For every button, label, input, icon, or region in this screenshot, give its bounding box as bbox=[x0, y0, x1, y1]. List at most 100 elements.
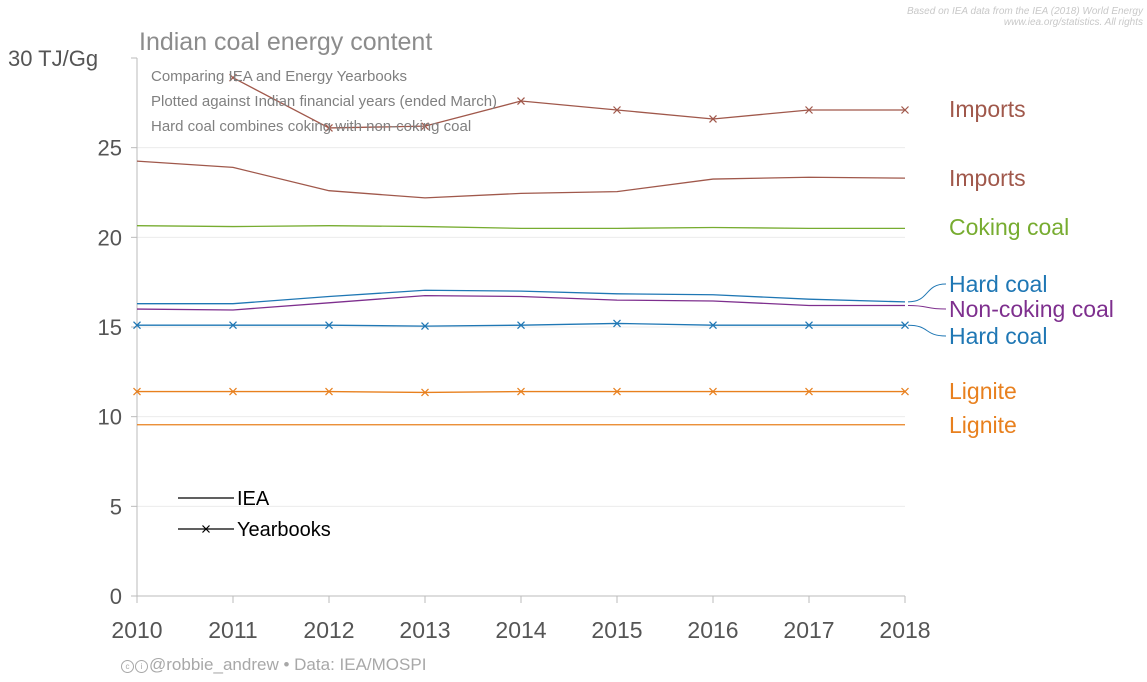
marker-stroke bbox=[421, 122, 429, 131]
data-point-marker bbox=[517, 387, 525, 396]
y-tick-label: 15 bbox=[98, 315, 122, 340]
marker-stroke bbox=[709, 387, 717, 396]
grid bbox=[137, 147, 905, 507]
source-note-line-2: www.iea.org/statistics. All rights bbox=[1003, 17, 1143, 28]
legend-label: IEA bbox=[237, 488, 270, 510]
data-point-marker bbox=[517, 97, 525, 105]
series-label: Lignite bbox=[949, 412, 1017, 438]
data-point-marker bbox=[133, 387, 141, 396]
data-point-marker bbox=[325, 387, 333, 396]
data-point-marker bbox=[613, 387, 621, 396]
y-axis-unit-label: 30 TJ/Gg bbox=[8, 46, 98, 71]
series-label: Imports bbox=[949, 96, 1026, 122]
data-point-marker bbox=[229, 321, 237, 330]
marker-stroke bbox=[805, 106, 813, 114]
data-point-marker bbox=[901, 106, 909, 114]
series-line bbox=[232, 77, 905, 129]
x-tick-label: 2013 bbox=[399, 617, 450, 643]
series-line bbox=[137, 289, 906, 305]
data-point-marker bbox=[325, 321, 333, 330]
data-point-marker bbox=[709, 115, 717, 123]
axes: 0 5 10 15 20 25 2010 2011 2012 2013 2014 2015 2016 20… bbox=[98, 57, 931, 643]
marker-stroke bbox=[709, 321, 717, 330]
attribution-icon: i bbox=[135, 660, 148, 673]
series-labels: Imports Imports Coking coal Hard coalNon-co… bbox=[907, 96, 1114, 438]
data-point-marker bbox=[421, 122, 429, 131]
x-tick-label: 2016 bbox=[687, 617, 738, 643]
marker-stroke bbox=[325, 321, 333, 330]
series-label: Imports bbox=[949, 165, 1026, 191]
data-point-marker bbox=[421, 322, 429, 331]
marker-stroke bbox=[133, 321, 141, 330]
x-tick-label: 2017 bbox=[783, 617, 834, 643]
marker-stroke bbox=[229, 73, 237, 82]
series-label: Hard coal bbox=[949, 271, 1047, 297]
x-tick-label: 2015 bbox=[591, 617, 642, 643]
marker-stroke bbox=[709, 115, 717, 123]
marker-stroke bbox=[901, 106, 909, 114]
x-tick-label: 2018 bbox=[879, 617, 930, 643]
marker-stroke bbox=[421, 322, 429, 331]
data-point-marker bbox=[709, 387, 717, 396]
data-point-marker bbox=[901, 387, 909, 396]
y-tick-label: 20 bbox=[98, 225, 122, 250]
y-tick-label: 25 bbox=[98, 136, 122, 161]
marker-stroke bbox=[901, 387, 909, 396]
marker-stroke bbox=[421, 388, 429, 397]
x-tick-label: 2014 bbox=[495, 617, 546, 643]
credit: c i @robbie_andrew • Data: IEA/MOSPI bbox=[121, 655, 426, 675]
series-line bbox=[136, 225, 905, 230]
marker-stroke bbox=[133, 387, 141, 396]
series-label: Coking coal bbox=[949, 214, 1069, 240]
legend-marker bbox=[202, 525, 210, 533]
data-point-marker bbox=[517, 321, 525, 330]
y-tick-label: 10 bbox=[98, 405, 122, 430]
label-leader-line bbox=[907, 283, 947, 303]
source-note: Based on IEA data from the IEA (2018) Wo… bbox=[907, 6, 1143, 28]
data-point-marker bbox=[901, 321, 909, 330]
source-note-line-1: Based on IEA data from the IEA (2018) Wo… bbox=[906, 6, 1143, 17]
marker-stroke bbox=[325, 387, 333, 396]
data-point-marker bbox=[229, 387, 237, 396]
marker-stroke bbox=[325, 124, 333, 132]
chart-title: Indian coal energy content bbox=[139, 28, 432, 56]
series-label: Hard coal bbox=[949, 323, 1047, 349]
chart-subtitle: Comparing IEA and Energy Yearbooks Plotte… bbox=[151, 68, 497, 135]
legend: IEA Yearbooks bbox=[178, 488, 331, 541]
marker-stroke bbox=[805, 321, 813, 330]
data-point-marker bbox=[805, 321, 813, 330]
credit-separator: • bbox=[283, 655, 290, 674]
data-point-marker bbox=[421, 388, 429, 397]
marker-stroke bbox=[613, 106, 621, 114]
data-point-marker bbox=[229, 73, 237, 82]
marker-stroke bbox=[613, 387, 621, 396]
marker-stroke bbox=[517, 387, 525, 396]
marker-stroke bbox=[805, 387, 813, 396]
label-leader-line bbox=[907, 304, 947, 310]
data-point-marker bbox=[805, 387, 813, 396]
y-tick-label: 0 bbox=[110, 584, 122, 609]
marker-stroke bbox=[229, 321, 237, 330]
data-point-marker bbox=[805, 106, 813, 114]
marker-stroke bbox=[517, 321, 525, 330]
subtitle-line: Comparing IEA and Energy Yearbooks bbox=[151, 68, 407, 85]
label-leader-line bbox=[907, 324, 947, 337]
x-tick-label: 2011 bbox=[208, 617, 257, 643]
series-label: Non-coking coal bbox=[949, 296, 1114, 322]
data-point-marker bbox=[325, 124, 333, 132]
marker-stroke bbox=[901, 321, 909, 330]
cc-license-icon: c bbox=[121, 660, 134, 673]
credit-handle: @robbie_andrew bbox=[149, 655, 279, 674]
marker-stroke bbox=[229, 387, 237, 396]
data-point-marker bbox=[613, 106, 621, 114]
data-point-marker bbox=[613, 319, 621, 328]
subtitle-line: Hard coal combines coking with non-cokin… bbox=[151, 118, 471, 135]
y-tick-label: 5 bbox=[110, 494, 122, 519]
marker-stroke bbox=[613, 319, 621, 328]
marker-stroke bbox=[517, 97, 525, 105]
series-label: Lignite bbox=[949, 378, 1017, 404]
data-point-marker bbox=[709, 321, 717, 330]
legend-label: Yearbooks bbox=[237, 519, 331, 541]
x-tick-label: 2010 bbox=[111, 617, 162, 643]
